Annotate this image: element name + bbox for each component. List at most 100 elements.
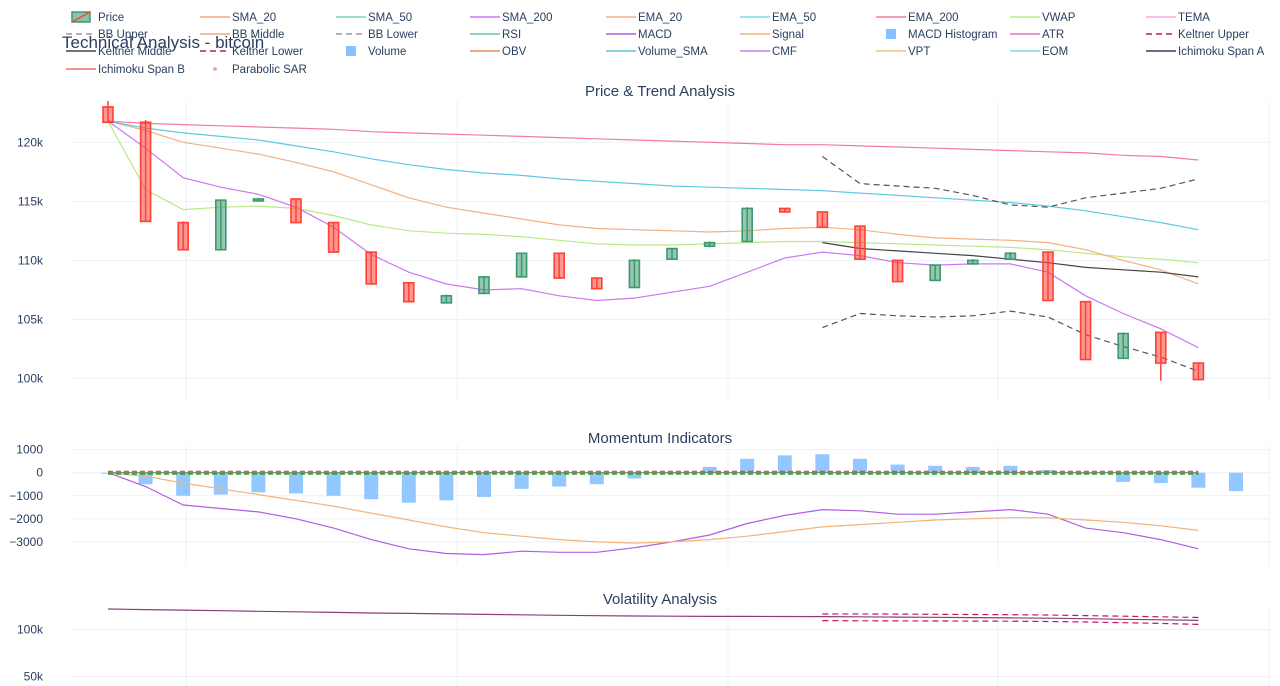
- series-bb-upper: [822, 156, 1199, 208]
- legend-label: Keltner Upper: [1178, 29, 1249, 41]
- candle-down: [854, 225, 866, 260]
- panel-title-price: Price & Trend Analysis: [585, 83, 735, 100]
- macd-histogram-bar: [1229, 472, 1243, 492]
- legend-label: Signal: [772, 29, 804, 41]
- volatility-panel: 50k 100k: [17, 606, 1270, 686]
- legend-label: Volume_SMA: [638, 46, 708, 58]
- panel-title-momentum: Momentum Indicators: [588, 430, 732, 447]
- macd-histogram-bar: [514, 472, 529, 489]
- legend-item-ichimoku-span-b: Ichimoku Span B: [66, 64, 185, 76]
- candle-down: [778, 207, 791, 213]
- candle-down: [1192, 362, 1205, 381]
- legend-item-tema: TEMA: [1146, 12, 1210, 24]
- series-sma-200: [107, 120, 1199, 349]
- candle-up: [929, 264, 942, 282]
- legend-label: Ichimoku Span B: [98, 64, 185, 76]
- macd-histogram-bar: [1116, 472, 1131, 482]
- candle-down: [891, 259, 904, 283]
- legend-item-parabolic-sar: Parabolic SAR: [213, 64, 307, 76]
- series-vwap: [107, 120, 1199, 264]
- legend-item-sma-50: SMA_50: [336, 12, 412, 24]
- legend-item-ema-50: EMA_50: [740, 12, 816, 24]
- legend-label: VWAP: [1042, 12, 1076, 24]
- macd-histogram-bar: [627, 472, 642, 479]
- legend-item-vwap: VWAP: [1010, 12, 1076, 24]
- series-macd: [107, 472, 1199, 556]
- legend-item-signal: Signal: [740, 29, 804, 41]
- macd-histogram-bar: [401, 472, 416, 503]
- macd-histogram-bar: [965, 466, 980, 473]
- legend-item-keltner-upper: Keltner Upper: [1146, 29, 1249, 41]
- candle-up: [440, 294, 453, 304]
- legend-item-volume: Volume: [346, 46, 406, 58]
- macd-histogram-bar: [477, 472, 491, 497]
- series-ema-50: [107, 120, 1199, 231]
- candle-up: [666, 247, 678, 260]
- macd-histogram-bar: [702, 466, 717, 473]
- legend-label: Ichimoku Span A: [1178, 46, 1265, 58]
- legend-item-ichimoku-span-a: Ichimoku Span A: [1146, 46, 1265, 58]
- macd-histogram-bar: [364, 472, 379, 500]
- price-panel: 100k 105k 110k 115k 120k: [17, 101, 1270, 402]
- legend-label: VPT: [908, 46, 930, 58]
- legend-label: EOM: [1042, 46, 1068, 58]
- candle-down: [1042, 251, 1054, 302]
- legend-swatch: [346, 46, 356, 56]
- candle-down: [590, 277, 603, 290]
- candle-up: [966, 259, 979, 265]
- legend-label: CMF: [772, 46, 797, 58]
- macd-histogram-bar: [1003, 465, 1018, 473]
- legend-label: BB Middle: [232, 29, 284, 41]
- legend-label: MACD Histogram: [908, 29, 997, 41]
- series-ema-20: [107, 120, 1199, 285]
- macd-histogram-bar: [326, 472, 341, 496]
- legend-item-price: Price: [71, 11, 124, 24]
- legend-item-macd: MACD: [606, 29, 672, 41]
- legend-swatch: [886, 29, 896, 39]
- legend-label: RSI: [502, 29, 521, 41]
- candle-down: [1079, 300, 1092, 361]
- candle-up: [215, 199, 227, 251]
- legend-item-cmf: CMF: [740, 46, 797, 58]
- legend-item-macd-histogram: MACD Histogram: [886, 29, 997, 41]
- legend-swatch-diagonal: [71, 11, 91, 23]
- legend-item-bb-upper: BB Upper: [66, 29, 148, 41]
- macd-histogram-bar: [1191, 472, 1206, 488]
- candle-up: [1004, 252, 1017, 260]
- volatility-y-tick-label: 50k: [24, 670, 44, 684]
- candle-up: [628, 259, 641, 289]
- legend-label: Parabolic SAR: [232, 64, 307, 76]
- legend-item-eom: EOM: [1010, 46, 1068, 58]
- candle-down: [816, 211, 829, 229]
- candle-up: [741, 207, 754, 243]
- candle-down: [1155, 331, 1167, 364]
- price-y-tick-label: 105k: [17, 312, 44, 326]
- candle-down: [365, 251, 378, 285]
- macd-histogram-bar: [589, 472, 604, 485]
- legend-item-ema-20: EMA_20: [606, 12, 682, 24]
- series-atr: [107, 608, 1199, 621]
- legend-item-keltner-lower: Keltner Lower: [200, 46, 303, 58]
- macd-histogram-bar: [176, 472, 191, 496]
- series-keltner-lower: [822, 619, 1199, 625]
- momentum-y-tick-label: 0: [36, 466, 43, 480]
- macd-histogram-bar: [815, 454, 830, 473]
- series-keltner-upper: [822, 613, 1199, 619]
- macd-histogram-bar: [777, 455, 792, 473]
- legend-item-keltner-middle: Keltner Middle: [66, 46, 172, 58]
- candle-up: [478, 276, 490, 295]
- legend-item-vpt: VPT: [876, 46, 930, 58]
- legend-label: BB Lower: [368, 29, 418, 41]
- macd-histogram-bar: [138, 472, 153, 485]
- volatility-y-tick-label: 100k: [17, 623, 44, 637]
- legend-label: EMA_20: [638, 12, 682, 24]
- legend-label: TEMA: [1178, 12, 1210, 24]
- momentum-y-tick-label: −2000: [9, 512, 43, 526]
- momentum-y-tick-label: −1000: [9, 489, 43, 503]
- momentum-panel: −3000 −2000 −1000 0 1000: [9, 443, 1270, 565]
- legend-item-sma-200: SMA_200: [470, 12, 553, 24]
- legend-label: BB Upper: [98, 29, 148, 41]
- candle-up: [1117, 332, 1129, 360]
- macd-histogram-bar: [289, 472, 303, 494]
